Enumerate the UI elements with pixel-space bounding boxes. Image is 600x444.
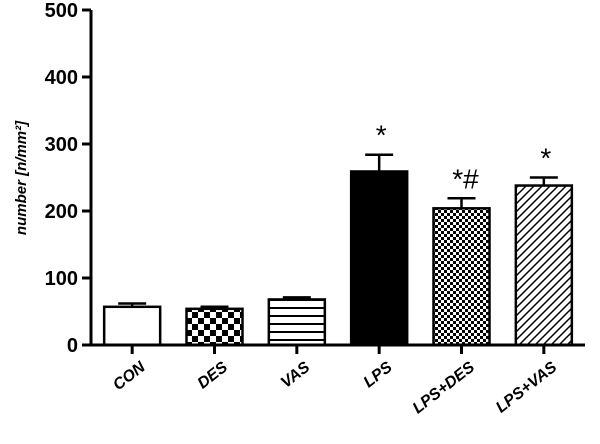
bar [267, 298, 327, 347]
x-tick-label: LPS+DES [410, 359, 479, 418]
bar-group-con [102, 302, 162, 347]
x-tick-label: CON [110, 358, 149, 394]
bar-group-lps-plus-des: *# [432, 163, 491, 347]
bars-group: * *# * [102, 120, 574, 347]
x-tick-label: LPS+VAS [493, 359, 561, 417]
y-axis: 0 100 200 300 400 500 [45, 0, 93, 357]
y-tick-label: 400 [45, 67, 78, 89]
x-axis: CON DES VAS LPS LPS+DES LPS+VAS [91, 343, 585, 418]
bar-group-lps: * [349, 120, 409, 347]
x-tick-label: VAS [278, 359, 314, 392]
x-tick-label: DES [195, 359, 232, 393]
significance-marker: * [540, 143, 551, 174]
bar-group-des [185, 305, 244, 347]
y-tick-label: 200 [45, 201, 78, 223]
y-tick-label: 0 [67, 335, 78, 357]
x-tick-label: LPS [361, 359, 396, 392]
bar [102, 305, 162, 347]
y-tick-label: 500 [45, 0, 78, 22]
y-tick-label: 100 [45, 268, 78, 290]
bar [349, 170, 409, 347]
bar [514, 184, 574, 347]
bar-group-vas [267, 296, 327, 347]
significance-marker: *# [452, 163, 479, 194]
bar [185, 307, 244, 347]
bar-group-lps-plus-vas: * [514, 143, 574, 347]
significance-marker: * [376, 120, 387, 151]
y-axis-label: number [n/mm²] [13, 120, 30, 235]
y-tick-label: 300 [45, 134, 78, 156]
bar [432, 207, 491, 347]
